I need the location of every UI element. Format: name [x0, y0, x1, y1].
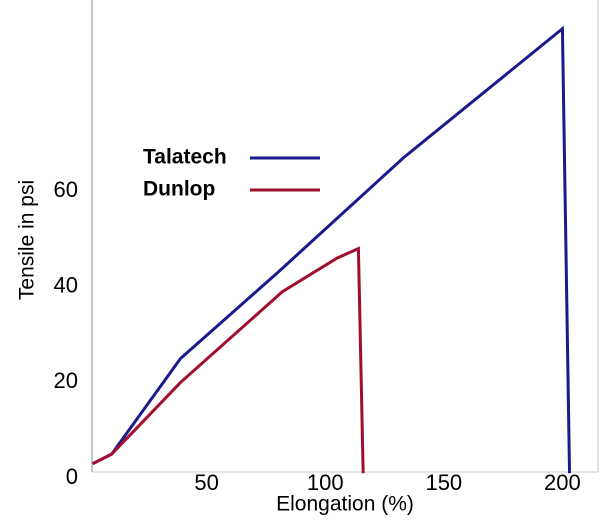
- x-axis-label: Elongation (%): [276, 493, 414, 516]
- y-tick-label: 0: [66, 464, 78, 489]
- y-tick-label: 60: [54, 177, 78, 202]
- series-line: [92, 25, 572, 474]
- y-tick-label: 40: [54, 273, 78, 298]
- legend-label: Dunlop: [143, 178, 215, 201]
- x-tick-label: 200: [544, 470, 581, 495]
- legend-label: Talatech: [143, 146, 227, 169]
- x-tick-label: 150: [425, 470, 462, 495]
- series-line: [92, 246, 365, 474]
- x-tick-label: 100: [307, 470, 344, 495]
- y-tick-label: 20: [54, 368, 78, 393]
- y-axis-label: Tensile in psi: [16, 180, 39, 300]
- x-tick-label: 50: [194, 470, 218, 495]
